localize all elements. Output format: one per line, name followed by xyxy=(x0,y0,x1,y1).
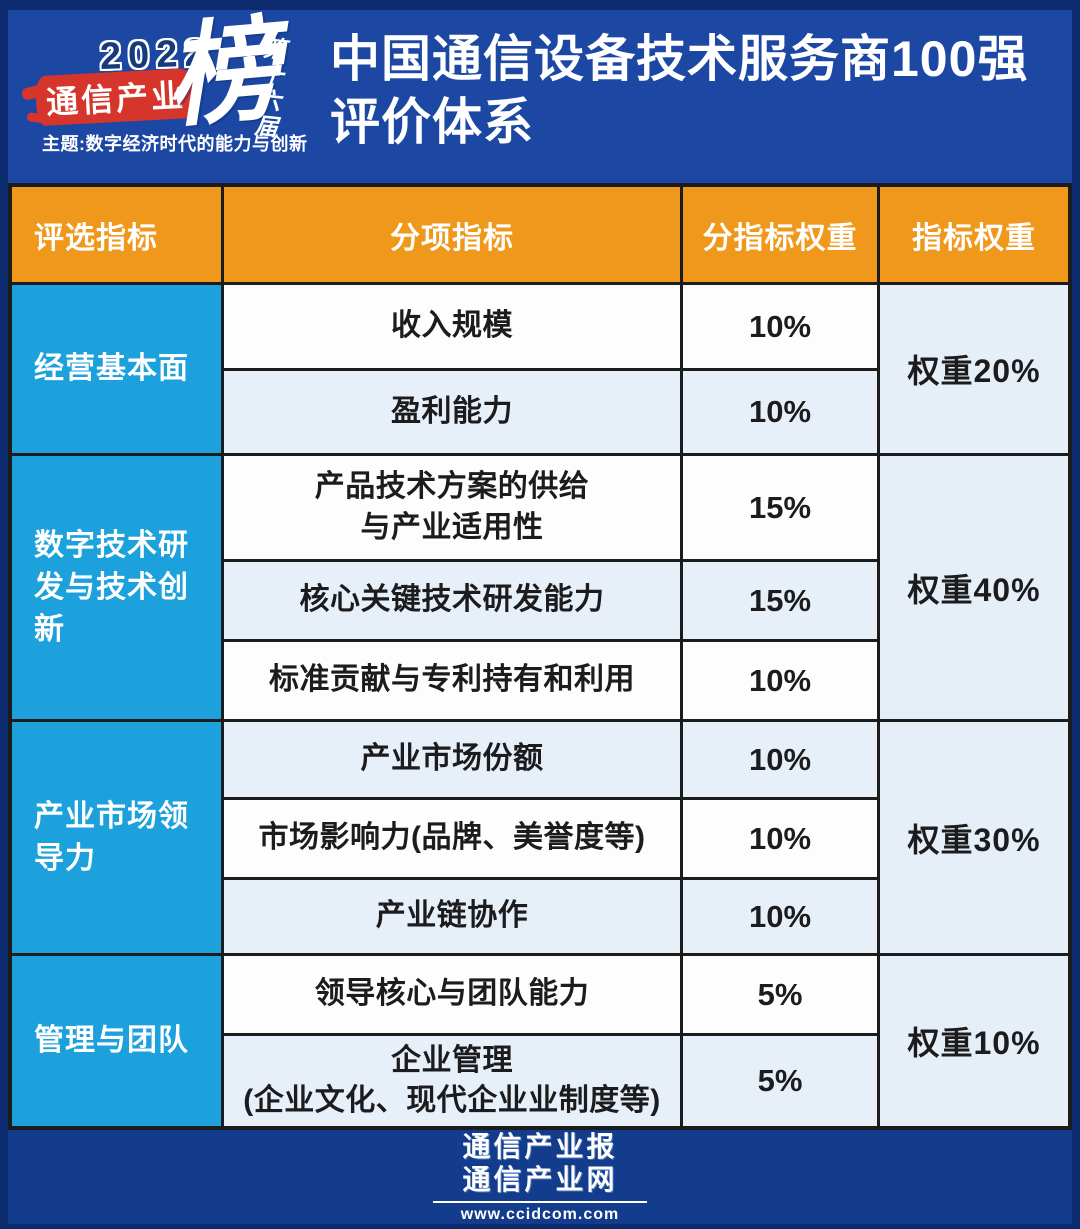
column-header-sub-weight: 分指标权重 xyxy=(683,187,877,282)
indicator-cell: 收入规模 xyxy=(224,285,680,368)
sub-weight-cell: 10% xyxy=(683,880,877,953)
footer-url: www.ccidcom.com xyxy=(460,1206,620,1224)
sub-weight-cell: 10% xyxy=(683,371,877,453)
sub-weight-cell: 10% xyxy=(683,722,877,797)
sub-weight-cell: 15% xyxy=(683,562,877,639)
header-band: 2022 通信产业 榜 第十六届 主题:数字经济时代的能力与创新 中国通信设备技… xyxy=(8,3,1072,183)
sub-weight-cell: 10% xyxy=(683,800,877,877)
group-weight-cell: 权重10% xyxy=(880,956,1068,1126)
category-cell: 经营基本面 xyxy=(12,285,221,453)
sub-weight-cell: 10% xyxy=(683,642,877,719)
sub-weight-cell: 15% xyxy=(683,456,877,559)
category-cell: 产业市场领导力 xyxy=(12,722,221,953)
indicator-cell: 企业管理 (企业文化、现代企业业制度等) xyxy=(224,1036,680,1126)
group-weight-cell: 权重20% xyxy=(880,285,1068,453)
column-header-category: 评选指标 xyxy=(12,187,221,282)
sub-weight-cell: 5% xyxy=(683,1036,877,1126)
indicator-cell: 产业市场份额 xyxy=(224,722,680,797)
page-title: 中国通信设备技术服务商100强 评价体系 xyxy=(330,31,1029,150)
evaluation-table: 评选指标 分项指标 分指标权重 指标权重 经营基本面 收入规模 10% 盈利能力… xyxy=(8,183,1072,1130)
column-header-indicator: 分项指标 xyxy=(224,187,680,282)
indicator-cell: 盈利能力 xyxy=(224,371,680,453)
category-cell: 数字技术研发与技术创新 xyxy=(12,456,221,719)
footer-paper-name: 通信产业报 xyxy=(462,1131,618,1162)
indicator-cell: 标准贡献与专利持有和利用 xyxy=(224,642,680,719)
poster-page: 2022 通信产业 榜 第十六届 主题:数字经济时代的能力与创新 中国通信设备技… xyxy=(8,3,1072,1225)
footer-site-name: 通信产业网 xyxy=(462,1164,618,1196)
footer-divider xyxy=(433,1201,647,1204)
indicator-cell: 产业链协作 xyxy=(224,880,680,953)
indicator-cell: 产品技术方案的供给 与产业适用性 xyxy=(224,456,680,559)
sub-weight-cell: 10% xyxy=(683,285,877,368)
column-header-weight: 指标权重 xyxy=(880,187,1068,282)
group-weight-cell: 权重40% xyxy=(880,456,1068,719)
group-weight-cell: 权重30% xyxy=(880,722,1068,953)
indicator-cell: 核心关键技术研发能力 xyxy=(224,562,680,639)
indicator-cell: 领导核心与团队能力 xyxy=(224,956,680,1033)
sub-weight-cell: 5% xyxy=(683,956,877,1033)
category-cell: 管理与团队 xyxy=(12,956,221,1126)
indicator-cell: 市场影响力(品牌、美誉度等) xyxy=(224,800,680,877)
logo-theme-line: 主题:数字经济时代的能力与创新 xyxy=(42,134,308,154)
footer-band: 通信产业报 通信产业网 www.ccidcom.com xyxy=(8,1130,1072,1225)
